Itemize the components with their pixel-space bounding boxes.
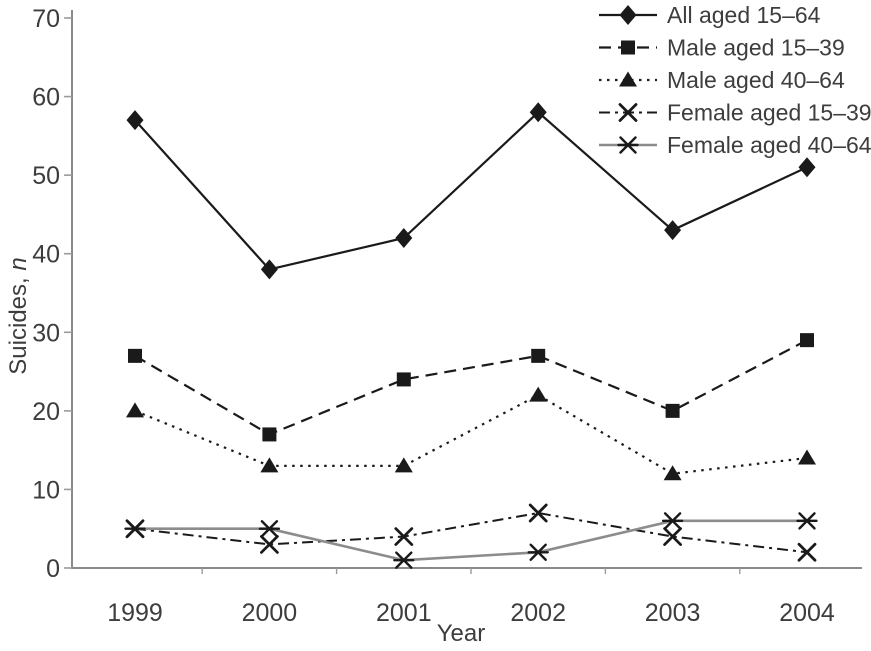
- square-marker: [396, 372, 411, 387]
- x-marker: [260, 535, 279, 554]
- x-axis-tick-label: 2000: [242, 599, 298, 627]
- x-marker: [797, 542, 817, 562]
- triangle-marker: [619, 71, 637, 87]
- legend-item: Male aged 40–64: [599, 67, 845, 93]
- series-line: [134, 393, 808, 475]
- y-axis-tick-label: 60: [32, 84, 60, 112]
- triangle-marker: [529, 386, 548, 402]
- y-axis-title: Suicides, n: [5, 257, 32, 374]
- series-line: [134, 511, 808, 554]
- series-3: [126, 386, 816, 481]
- triangle-marker: [798, 449, 816, 465]
- x-marker: [618, 103, 638, 122]
- series-line: [135, 519, 807, 562]
- legend-label: Female aged 40–64: [667, 132, 871, 158]
- y-axis-tick-label: 50: [32, 162, 60, 190]
- diamond-marker: [126, 110, 144, 131]
- legend-item: All aged 15–64: [599, 2, 821, 28]
- legend-label: Male aged 40–64: [667, 67, 845, 93]
- star-marker: [527, 543, 549, 561]
- legend: All aged 15–64 Male aged 15–39 Male aged 4…: [599, 2, 871, 158]
- axes: [71, 10, 862, 569]
- x-axis-tick-label: 2001: [376, 599, 432, 627]
- triangle-marker: [260, 457, 279, 473]
- series-line: [134, 110, 808, 271]
- y-axis-tick-label: 40: [32, 241, 60, 269]
- star-marker: [617, 136, 639, 154]
- x-marker: [394, 527, 414, 546]
- legend-label: All aged 15–64: [667, 2, 821, 28]
- square-marker: [531, 348, 546, 363]
- x-axis-tick-label: 2003: [645, 599, 701, 627]
- y-axis-tick-label: 10: [32, 476, 60, 504]
- triangle-marker: [126, 402, 144, 418]
- diamond-marker: [529, 102, 547, 123]
- legend-item: Female aged 15–39: [599, 100, 871, 126]
- star-marker: [124, 520, 146, 538]
- diamond-marker: [664, 220, 682, 241]
- series-line: [134, 339, 808, 436]
- legend-label: Female aged 15–39: [667, 100, 871, 126]
- x-axis-tick-label: 2004: [779, 599, 835, 627]
- square-marker: [262, 427, 277, 442]
- series-5: [124, 512, 818, 569]
- series-4: [125, 503, 817, 562]
- legend-item: Female aged 40–64: [599, 132, 871, 158]
- star-marker: [393, 551, 415, 569]
- diamond-marker: [619, 5, 637, 25]
- square-marker: [128, 348, 142, 363]
- x-marker: [528, 503, 548, 523]
- legend-item: Male aged 15–39: [599, 35, 845, 61]
- x-marker: [663, 527, 682, 546]
- y-axis-tick-label: 20: [32, 398, 60, 426]
- diamond-marker: [260, 259, 278, 280]
- square-marker: [621, 40, 635, 55]
- x-axis-tick-label: 1999: [107, 599, 163, 627]
- series-2: [128, 333, 814, 442]
- y-axis-tick-label: 0: [46, 555, 60, 583]
- diamond-marker: [798, 157, 816, 178]
- y-axis-tick-label: 30: [32, 319, 60, 347]
- y-axis-tick-label: 70: [32, 5, 60, 33]
- star-marker: [258, 520, 281, 538]
- star-marker: [796, 512, 818, 530]
- square-marker: [665, 403, 680, 418]
- triangle-marker: [394, 457, 413, 473]
- star-marker: [661, 512, 684, 530]
- triangle-marker: [663, 465, 682, 481]
- x-axis-title: Year: [437, 620, 486, 646]
- x-axis-tick-label: 2002: [510, 599, 566, 627]
- square-marker: [800, 333, 814, 348]
- legend-label: Male aged 15–39: [667, 35, 845, 61]
- series-1: [126, 102, 816, 280]
- diamond-marker: [395, 228, 413, 248]
